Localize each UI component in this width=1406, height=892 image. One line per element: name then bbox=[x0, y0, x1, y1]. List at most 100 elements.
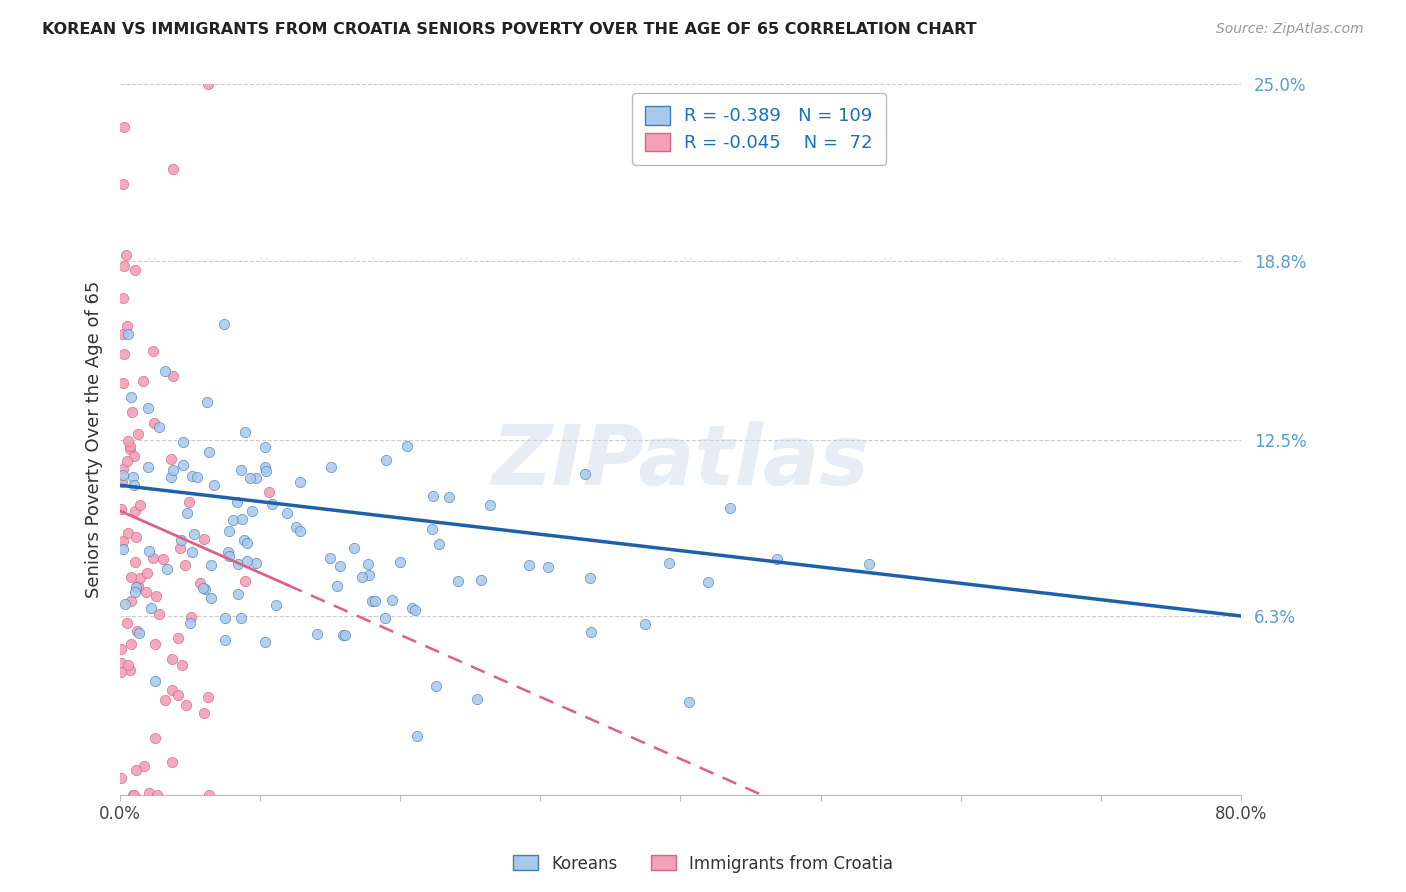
Point bbox=[132, 375, 155, 389]
Point bbox=[389, 555, 412, 569]
Legend: R = -0.389   N = 109, R = -0.045    N =  72: R = -0.389 N = 109, R = -0.045 N = 72 bbox=[633, 94, 886, 165]
Point bbox=[152, 552, 174, 566]
Point bbox=[235, 425, 257, 440]
Point bbox=[114, 597, 136, 611]
Point bbox=[145, 674, 167, 689]
Text: KOREAN VS IMMIGRANTS FROM CROATIA SENIORS POVERTY OVER THE AGE OF 65 CORRELATION: KOREAN VS IMMIGRANTS FROM CROATIA SENIOR… bbox=[42, 22, 977, 37]
Point bbox=[229, 463, 252, 477]
Point bbox=[181, 545, 204, 559]
Point bbox=[420, 522, 443, 536]
Point bbox=[162, 161, 184, 176]
Point bbox=[153, 364, 176, 378]
Point bbox=[357, 558, 380, 572]
Point bbox=[214, 633, 236, 648]
Point bbox=[141, 601, 163, 615]
Point bbox=[254, 460, 277, 475]
Point bbox=[319, 551, 342, 566]
Point bbox=[122, 478, 145, 492]
Point bbox=[332, 628, 354, 642]
Point bbox=[160, 451, 183, 466]
Point bbox=[191, 581, 214, 595]
Point bbox=[581, 625, 603, 640]
Point bbox=[352, 570, 374, 584]
Point bbox=[225, 495, 247, 509]
Point bbox=[132, 758, 155, 772]
Point bbox=[264, 598, 287, 612]
Point bbox=[235, 554, 257, 568]
Point bbox=[136, 459, 159, 474]
Point bbox=[329, 558, 352, 573]
Point bbox=[245, 471, 267, 485]
Point bbox=[257, 485, 280, 500]
Y-axis label: Seniors Poverty Over the Age of 65: Seniors Poverty Over the Age of 65 bbox=[86, 281, 103, 599]
Point bbox=[404, 603, 426, 617]
Point bbox=[427, 537, 450, 551]
Point bbox=[110, 665, 132, 680]
Point bbox=[111, 327, 134, 342]
Point bbox=[138, 786, 160, 800]
Point bbox=[396, 439, 419, 453]
Point bbox=[374, 452, 396, 467]
Point bbox=[232, 533, 254, 547]
Point bbox=[112, 533, 135, 548]
Point bbox=[172, 658, 194, 673]
Text: Source: ZipAtlas.com: Source: ZipAtlas.com bbox=[1216, 22, 1364, 37]
Point bbox=[359, 567, 381, 582]
Point bbox=[276, 506, 298, 520]
Point bbox=[118, 664, 141, 678]
Point bbox=[160, 755, 183, 769]
Point bbox=[470, 573, 492, 587]
Point bbox=[179, 495, 201, 509]
Point bbox=[634, 617, 657, 632]
Point bbox=[117, 616, 139, 631]
Point bbox=[166, 688, 188, 702]
Point bbox=[214, 611, 236, 625]
Legend: Koreans, Immigrants from Croatia: Koreans, Immigrants from Croatia bbox=[506, 848, 900, 880]
Point bbox=[425, 679, 447, 693]
Point bbox=[143, 637, 166, 651]
Point bbox=[579, 571, 602, 585]
Point bbox=[120, 390, 142, 404]
Point bbox=[254, 634, 277, 648]
Point bbox=[114, 248, 136, 262]
Point bbox=[179, 616, 201, 631]
Point bbox=[658, 556, 681, 570]
Point bbox=[766, 551, 789, 566]
Point bbox=[142, 550, 165, 565]
Point bbox=[193, 532, 215, 546]
Point bbox=[127, 579, 149, 593]
Point bbox=[307, 626, 329, 640]
Point bbox=[117, 434, 139, 448]
Point bbox=[156, 562, 179, 576]
Point bbox=[166, 631, 188, 645]
Point bbox=[195, 394, 218, 409]
Point bbox=[285, 520, 308, 534]
Point bbox=[343, 541, 366, 555]
Point bbox=[111, 291, 134, 305]
Point bbox=[128, 498, 150, 512]
Point bbox=[110, 771, 132, 785]
Point bbox=[125, 530, 148, 544]
Point bbox=[145, 590, 167, 604]
Point bbox=[170, 533, 193, 547]
Point bbox=[111, 462, 134, 476]
Point bbox=[120, 637, 142, 651]
Point bbox=[253, 440, 276, 454]
Point bbox=[138, 544, 160, 558]
Point bbox=[193, 706, 215, 720]
Point bbox=[136, 401, 159, 416]
Text: ZIPatlas: ZIPatlas bbox=[492, 420, 869, 501]
Point bbox=[110, 656, 132, 670]
Point bbox=[422, 489, 444, 503]
Point bbox=[142, 344, 165, 359]
Point bbox=[254, 464, 277, 478]
Point bbox=[117, 525, 139, 540]
Point bbox=[222, 513, 245, 527]
Point bbox=[174, 698, 197, 712]
Point bbox=[240, 503, 263, 517]
Point bbox=[200, 558, 222, 572]
Point bbox=[117, 327, 139, 342]
Point bbox=[122, 788, 145, 802]
Point bbox=[124, 504, 146, 518]
Point bbox=[214, 317, 236, 331]
